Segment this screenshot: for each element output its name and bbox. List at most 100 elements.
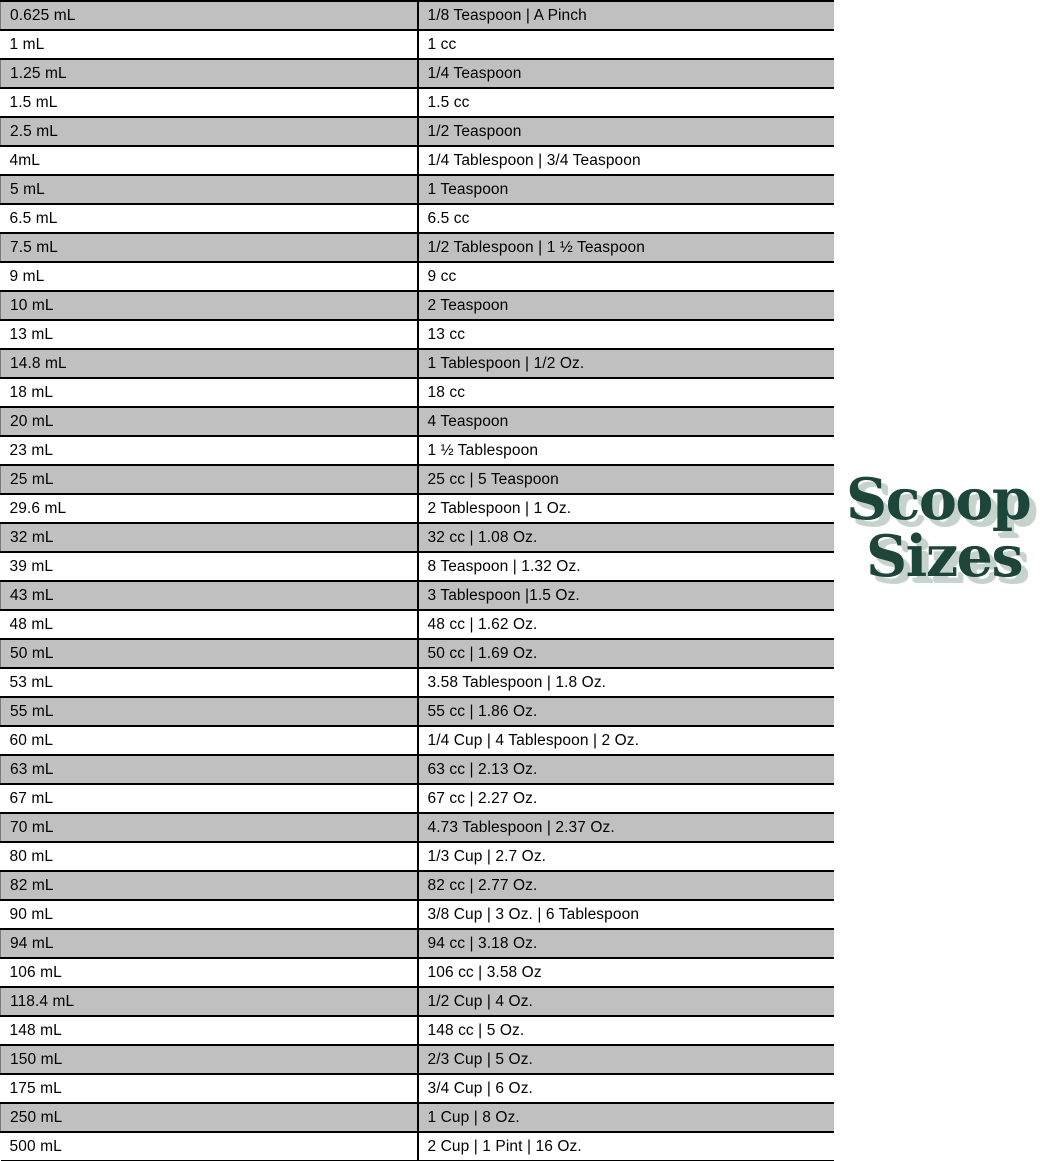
cell-milliliters: 5 mL [0, 174, 418, 205]
logo-line-scoop: Scoop [846, 466, 1032, 533]
cell-equivalent-measure: 106 cc | 3.58 Oz [416, 957, 834, 988]
cell-milliliters: 39 mL [0, 551, 418, 582]
cell-equivalent-measure: 4 Teaspoon [416, 406, 834, 437]
table-row: 1 mL 1 cc [0, 29, 834, 60]
cell-milliliters: 500 mL [0, 1131, 418, 1161]
table-row: 90 mL 3/8 Cup | 3 Oz. | 6 Tablespoon [0, 899, 834, 930]
table-row: 32 mL 32 cc | 1.08 Oz. [0, 522, 834, 553]
cell-milliliters: 148 mL [0, 1015, 418, 1046]
table-row: 106 mL 106 cc | 3.58 Oz [0, 957, 834, 988]
cell-milliliters: 53 mL [0, 667, 418, 698]
table-row: 14.8 mL 1 Tablespoon | 1/2 Oz. [0, 348, 834, 379]
cell-equivalent-measure: 4.73 Tablespoon | 2.37 Oz. [416, 812, 834, 843]
table-row: 23 mL 1 ½ Tablespoon [0, 435, 834, 466]
table-row: 60 mL 1/4 Cup | 4 Tablespoon | 2 Oz. [0, 725, 834, 756]
cell-equivalent-measure: 3/4 Cup | 6 Oz. [416, 1073, 834, 1104]
cell-equivalent-measure: 1/2 Tablespoon | 1 ½ Teaspoon [416, 232, 834, 263]
cell-milliliters: 43 mL [0, 580, 418, 611]
table-row: 1.25 mL 1/4 Teaspoon [0, 58, 834, 89]
cell-equivalent-measure: 1/2 Teaspoon [416, 116, 834, 147]
cell-equivalent-measure: 3 Tablespoon |1.5 Oz. [416, 580, 834, 611]
cell-milliliters: 9 mL [0, 261, 418, 292]
table-row: 13 mL 13 cc [0, 319, 834, 350]
table-row: 94 mL 94 cc | 3.18 Oz. [0, 928, 834, 959]
table-row: 80 mL 1/3 Cup | 2.7 Oz. [0, 841, 834, 872]
table-row: 50 mL 50 cc | 1.69 Oz. [0, 638, 834, 669]
table-row: 9 mL 9 cc [0, 261, 834, 292]
cell-equivalent-measure: 2 Teaspoon [416, 290, 834, 321]
cell-milliliters: 106 mL [0, 957, 418, 988]
table-row: 6.5 mL 6.5 cc [0, 203, 834, 234]
cell-equivalent-measure: 1/3 Cup | 2.7 Oz. [416, 841, 834, 872]
cell-equivalent-measure: 6.5 cc [416, 203, 834, 234]
cell-milliliters: 18 mL [0, 377, 418, 408]
cell-milliliters: 14.8 mL [0, 348, 418, 379]
cell-milliliters: 67 mL [0, 783, 418, 814]
table-row: 500 mL 2 Cup | 1 Pint | 16 Oz. [0, 1131, 834, 1161]
cell-milliliters: 94 mL [0, 928, 418, 959]
cell-milliliters: 80 mL [0, 841, 418, 872]
cell-equivalent-measure: 82 cc | 2.77 Oz. [416, 870, 834, 901]
cell-milliliters: 25 mL [0, 464, 418, 495]
cell-equivalent-measure: 1/8 Teaspoon | A Pinch [416, 0, 834, 31]
table-row: 10 mL 2 Teaspoon [0, 290, 834, 321]
table-row: 7.5 mL 1/2 Tablespoon | 1 ½ Teaspoon [0, 232, 834, 263]
cell-equivalent-measure: 1/4 Tablespoon | 3/4 Teaspoon [416, 145, 834, 176]
table-row: 39 mL 8 Teaspoon | 1.32 Oz. [0, 551, 834, 582]
cell-equivalent-measure: 55 cc | 1.86 Oz. [416, 696, 834, 727]
table-row: 29.6 mL 2 Tablespoon | 1 Oz. [0, 493, 834, 524]
cell-milliliters: 118.4 mL [0, 986, 418, 1017]
cell-equivalent-measure: 1 Teaspoon [416, 174, 834, 205]
table-row: 55 mL 55 cc | 1.86 Oz. [0, 696, 834, 727]
table-row: 2.5 mL 1/2 Teaspoon [0, 116, 834, 147]
table-row: 53 mL 3.58 Tablespoon | 1.8 Oz. [0, 667, 834, 698]
table-row: 70 mL 4.73 Tablespoon | 2.37 Oz. [0, 812, 834, 843]
table-row: 250 mL 1 Cup | 8 Oz. [0, 1102, 834, 1133]
cell-equivalent-measure: 8 Teaspoon | 1.32 Oz. [416, 551, 834, 582]
cell-milliliters: 4mL [0, 145, 418, 176]
cell-milliliters: 60 mL [0, 725, 418, 756]
cell-equivalent-measure: 9 cc [416, 261, 834, 292]
table-row: 0.625 mL 1/8 Teaspoon | A Pinch [0, 0, 834, 31]
cell-milliliters: 2.5 mL [0, 116, 418, 147]
cell-milliliters: 10 mL [0, 290, 418, 321]
cell-milliliters: 63 mL [0, 754, 418, 785]
cell-equivalent-measure: 94 cc | 3.18 Oz. [416, 928, 834, 959]
cell-milliliters: 23 mL [0, 435, 418, 466]
cell-equivalent-measure: 63 cc | 2.13 Oz. [416, 754, 834, 785]
cell-equivalent-measure: 3.58 Tablespoon | 1.8 Oz. [416, 667, 834, 698]
table-row: 18 mL 18 cc [0, 377, 834, 408]
table-row: 150 mL 2/3 Cup | 5 Oz. [0, 1044, 834, 1075]
cell-milliliters: 50 mL [0, 638, 418, 669]
cell-equivalent-measure: 1 Cup | 8 Oz. [416, 1102, 834, 1133]
table-row: 48 mL 48 cc | 1.62 Oz. [0, 609, 834, 640]
table-row: 82 mL 82 cc | 2.77 Oz. [0, 870, 834, 901]
cell-milliliters: 13 mL [0, 319, 418, 350]
cell-equivalent-measure: 1/4 Cup | 4 Tablespoon | 2 Oz. [416, 725, 834, 756]
cell-equivalent-measure: 1.5 cc [416, 87, 834, 118]
table-row: 4mL 1/4 Tablespoon | 3/4 Teaspoon [0, 145, 834, 176]
table-row: 20 mL 4 Teaspoon [0, 406, 834, 437]
scoop-sizes-logo: Scoop Sizes [846, 466, 1058, 606]
scoop-size-conversion-table: 0.625 mL 1/8 Teaspoon | A Pinch 1 mL 1 cc 1.… [0, 0, 834, 1161]
table-row: 43 mL 3 Tablespoon |1.5 Oz. [0, 580, 834, 611]
cell-equivalent-measure: 1/4 Teaspoon [416, 58, 834, 89]
cell-equivalent-measure: 1 ½ Tablespoon [416, 435, 834, 466]
cell-equivalent-measure: 2/3 Cup | 5 Oz. [416, 1044, 834, 1075]
table-row: 148 mL 148 cc | 5 Oz. [0, 1015, 834, 1046]
cell-milliliters: 32 mL [0, 522, 418, 553]
cell-equivalent-measure: 25 cc | 5 Teaspoon [416, 464, 834, 495]
cell-milliliters: 7.5 mL [0, 232, 418, 263]
cell-milliliters: 48 mL [0, 609, 418, 640]
cell-milliliters: 150 mL [0, 1044, 418, 1075]
cell-equivalent-measure: 32 cc | 1.08 Oz. [416, 522, 834, 553]
cell-equivalent-measure: 13 cc [416, 319, 834, 350]
cell-equivalent-measure: 2 Cup | 1 Pint | 16 Oz. [416, 1131, 834, 1161]
cell-equivalent-measure: 67 cc | 2.27 Oz. [416, 783, 834, 814]
cell-milliliters: 29.6 mL [0, 493, 418, 524]
cell-milliliters: 55 mL [0, 696, 418, 727]
cell-milliliters: 250 mL [0, 1102, 418, 1133]
cell-equivalent-measure: 1 cc [416, 29, 834, 60]
table-row: 5 mL 1 Teaspoon [0, 174, 834, 205]
